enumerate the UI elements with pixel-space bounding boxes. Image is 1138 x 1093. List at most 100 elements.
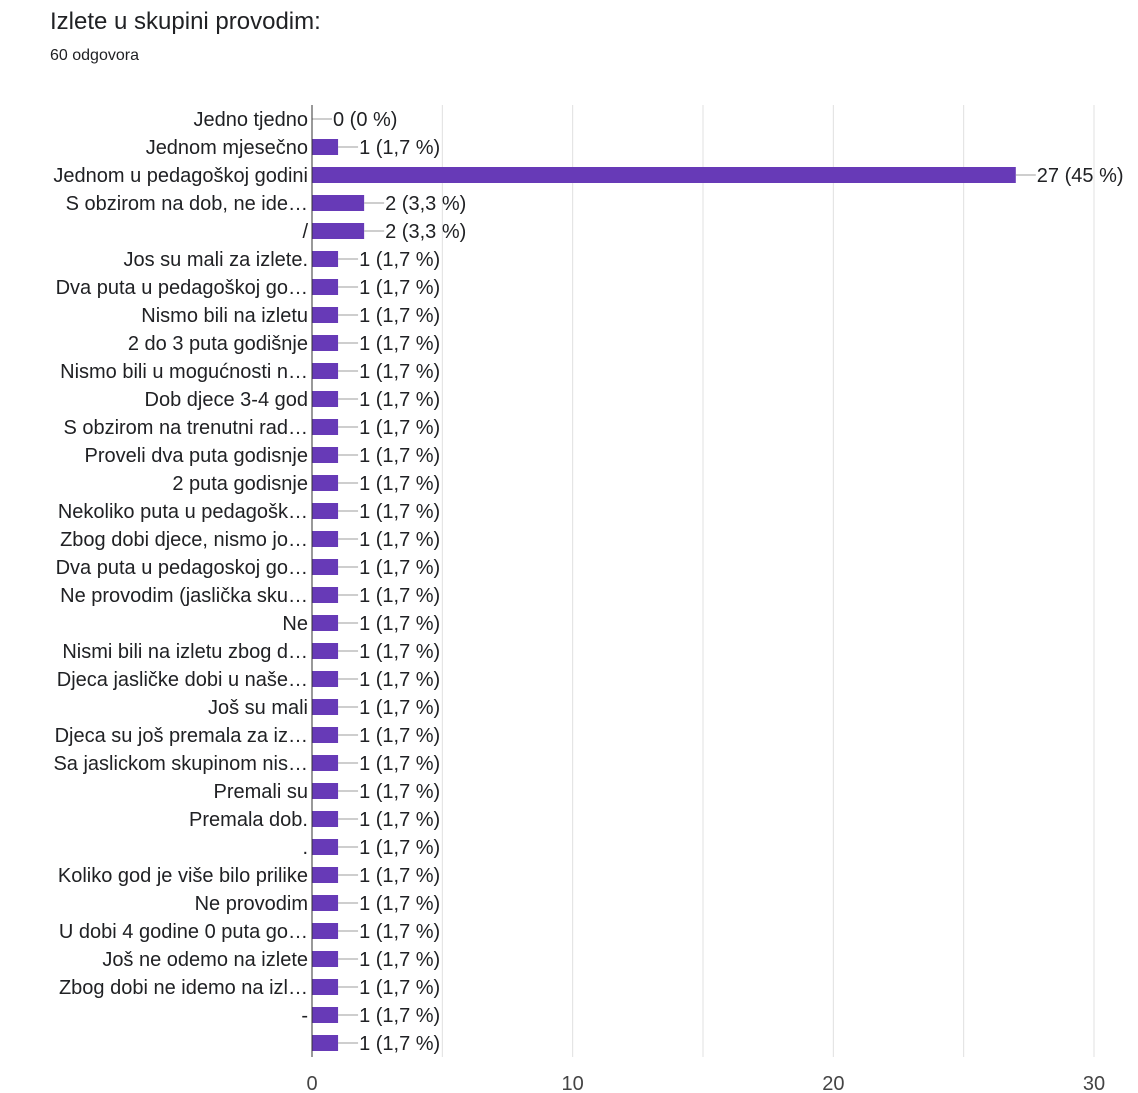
bar [312,923,339,939]
bar [312,391,339,407]
bar [312,195,365,211]
value-label: 1 (1,7 %) [359,837,440,859]
category-label: Nismo bili u mogućnosti n… [60,361,308,383]
response-count: 60 odgovora [50,47,139,64]
bar [312,895,339,911]
value-label: 1 (1,7 %) [359,669,440,691]
bar [312,951,339,967]
bar [312,839,339,855]
bar [312,279,339,295]
value-label: 1 (1,7 %) [359,1005,440,1027]
bar [312,979,339,995]
category-label: Još ne odemo na izlete [102,949,308,971]
category-label: Jos su mali za izlete. [123,249,308,271]
value-label: 1 (1,7 %) [359,445,440,467]
category-label: / [302,221,308,243]
bar [312,223,365,239]
bar [312,671,339,687]
bar [312,559,339,575]
value-label: 2 (3,3 %) [385,221,466,243]
bar [312,503,339,519]
bar [312,1035,339,1051]
bar [312,727,339,743]
value-label: 1 (1,7 %) [359,333,440,355]
value-label: 1 (1,7 %) [359,613,440,635]
bar [312,139,339,155]
category-label: Jednom u pedagoškoj godini [53,165,308,187]
x-tick-label: 0 [306,1073,317,1093]
bar [312,699,339,715]
value-label: 1 (1,7 %) [359,809,440,831]
category-label: 2 puta godisnje [172,473,308,495]
category-label: Jedno tjedno [193,109,308,131]
x-tick-label: 30 [1083,1073,1105,1093]
category-label: Dva puta u pedagoskoj go… [56,557,308,579]
category-label: Dob djece 3-4 god [145,389,308,411]
value-label: 1 (1,7 %) [359,305,440,327]
bar [312,783,339,799]
bar [312,643,339,659]
bar [312,531,339,547]
bar [312,811,339,827]
category-label: Zbog dobi djece, nismo jo… [60,529,308,551]
category-label: Djeca su još premala za iz… [55,725,308,747]
value-label: 1 (1,7 %) [359,753,440,775]
bar [312,587,339,603]
category-label: S obzirom na dob, ne ide… [66,193,308,215]
value-label: 1 (1,7 %) [359,585,440,607]
category-label: Premali su [214,781,308,803]
category-label: Jednom mjesečno [146,137,308,159]
value-label: 1 (1,7 %) [359,501,440,523]
value-label: 1 (1,7 %) [359,697,440,719]
category-label: U dobi 4 godine 0 puta go… [59,921,308,943]
category-label: Sa jaslickom skupinom nis… [53,753,308,775]
value-label: 1 (1,7 %) [359,865,440,887]
category-label: Nekoliko puta u pedagošk… [58,501,308,523]
bar [312,475,339,491]
category-label: Još su mali [208,697,308,719]
category-label: - [301,1005,308,1027]
category-label: Ne [282,613,308,635]
category-label: . [302,837,308,859]
value-label: 1 (1,7 %) [359,977,440,999]
category-label: Nismi bili na izletu zbog d… [62,641,308,663]
bar [312,307,339,323]
bar-layer [311,105,1036,1057]
x-tick-label: 10 [562,1073,584,1093]
value-label: 1 (1,7 %) [359,529,440,551]
value-label: 1 (1,7 %) [359,949,440,971]
bar [312,755,339,771]
value-label: 1 (1,7 %) [359,417,440,439]
category-label: Premala dob. [189,809,308,831]
x-tick-label: 20 [822,1073,844,1093]
bar [312,867,339,883]
bar [312,167,1016,183]
bar [312,1007,339,1023]
value-label: 1 (1,7 %) [359,389,440,411]
bar [312,335,339,351]
label-layer: 0 10 20 30 Jedno tjedno 0 (0 %) Jednom mjesečn… [53,109,1123,1093]
category-label: 2 do 3 puta godišnje [128,333,308,355]
value-label: 1 (1,7 %) [359,277,440,299]
value-label: 1 (1,7 %) [359,473,440,495]
bar [312,419,339,435]
value-label: 2 (3,3 %) [385,193,466,215]
category-label: Djeca jasličke dobi u naše… [57,669,308,691]
value-label: 0 (0 %) [333,109,397,131]
value-label: 1 (1,7 %) [359,249,440,271]
chart-title: Izlete u skupini provodim: [50,8,321,35]
value-label: 1 (1,7 %) [359,921,440,943]
value-label: 1 (1,7 %) [359,361,440,383]
value-label: 1 (1,7 %) [359,137,440,159]
bar [312,615,339,631]
category-label: Ne provodim [195,893,308,915]
value-label: 1 (1,7 %) [359,893,440,915]
bar [312,447,339,463]
value-label: 1 (1,7 %) [359,781,440,803]
value-label: 1 (1,7 %) [359,641,440,663]
category-label: Ne provodim (jaslička sku… [60,585,308,607]
category-label: Dva puta u pedagoškoj go… [56,277,308,299]
category-label: S obzirom na trenutni rad… [63,417,308,439]
category-label: Zbog dobi ne idemo na izl… [59,977,308,999]
